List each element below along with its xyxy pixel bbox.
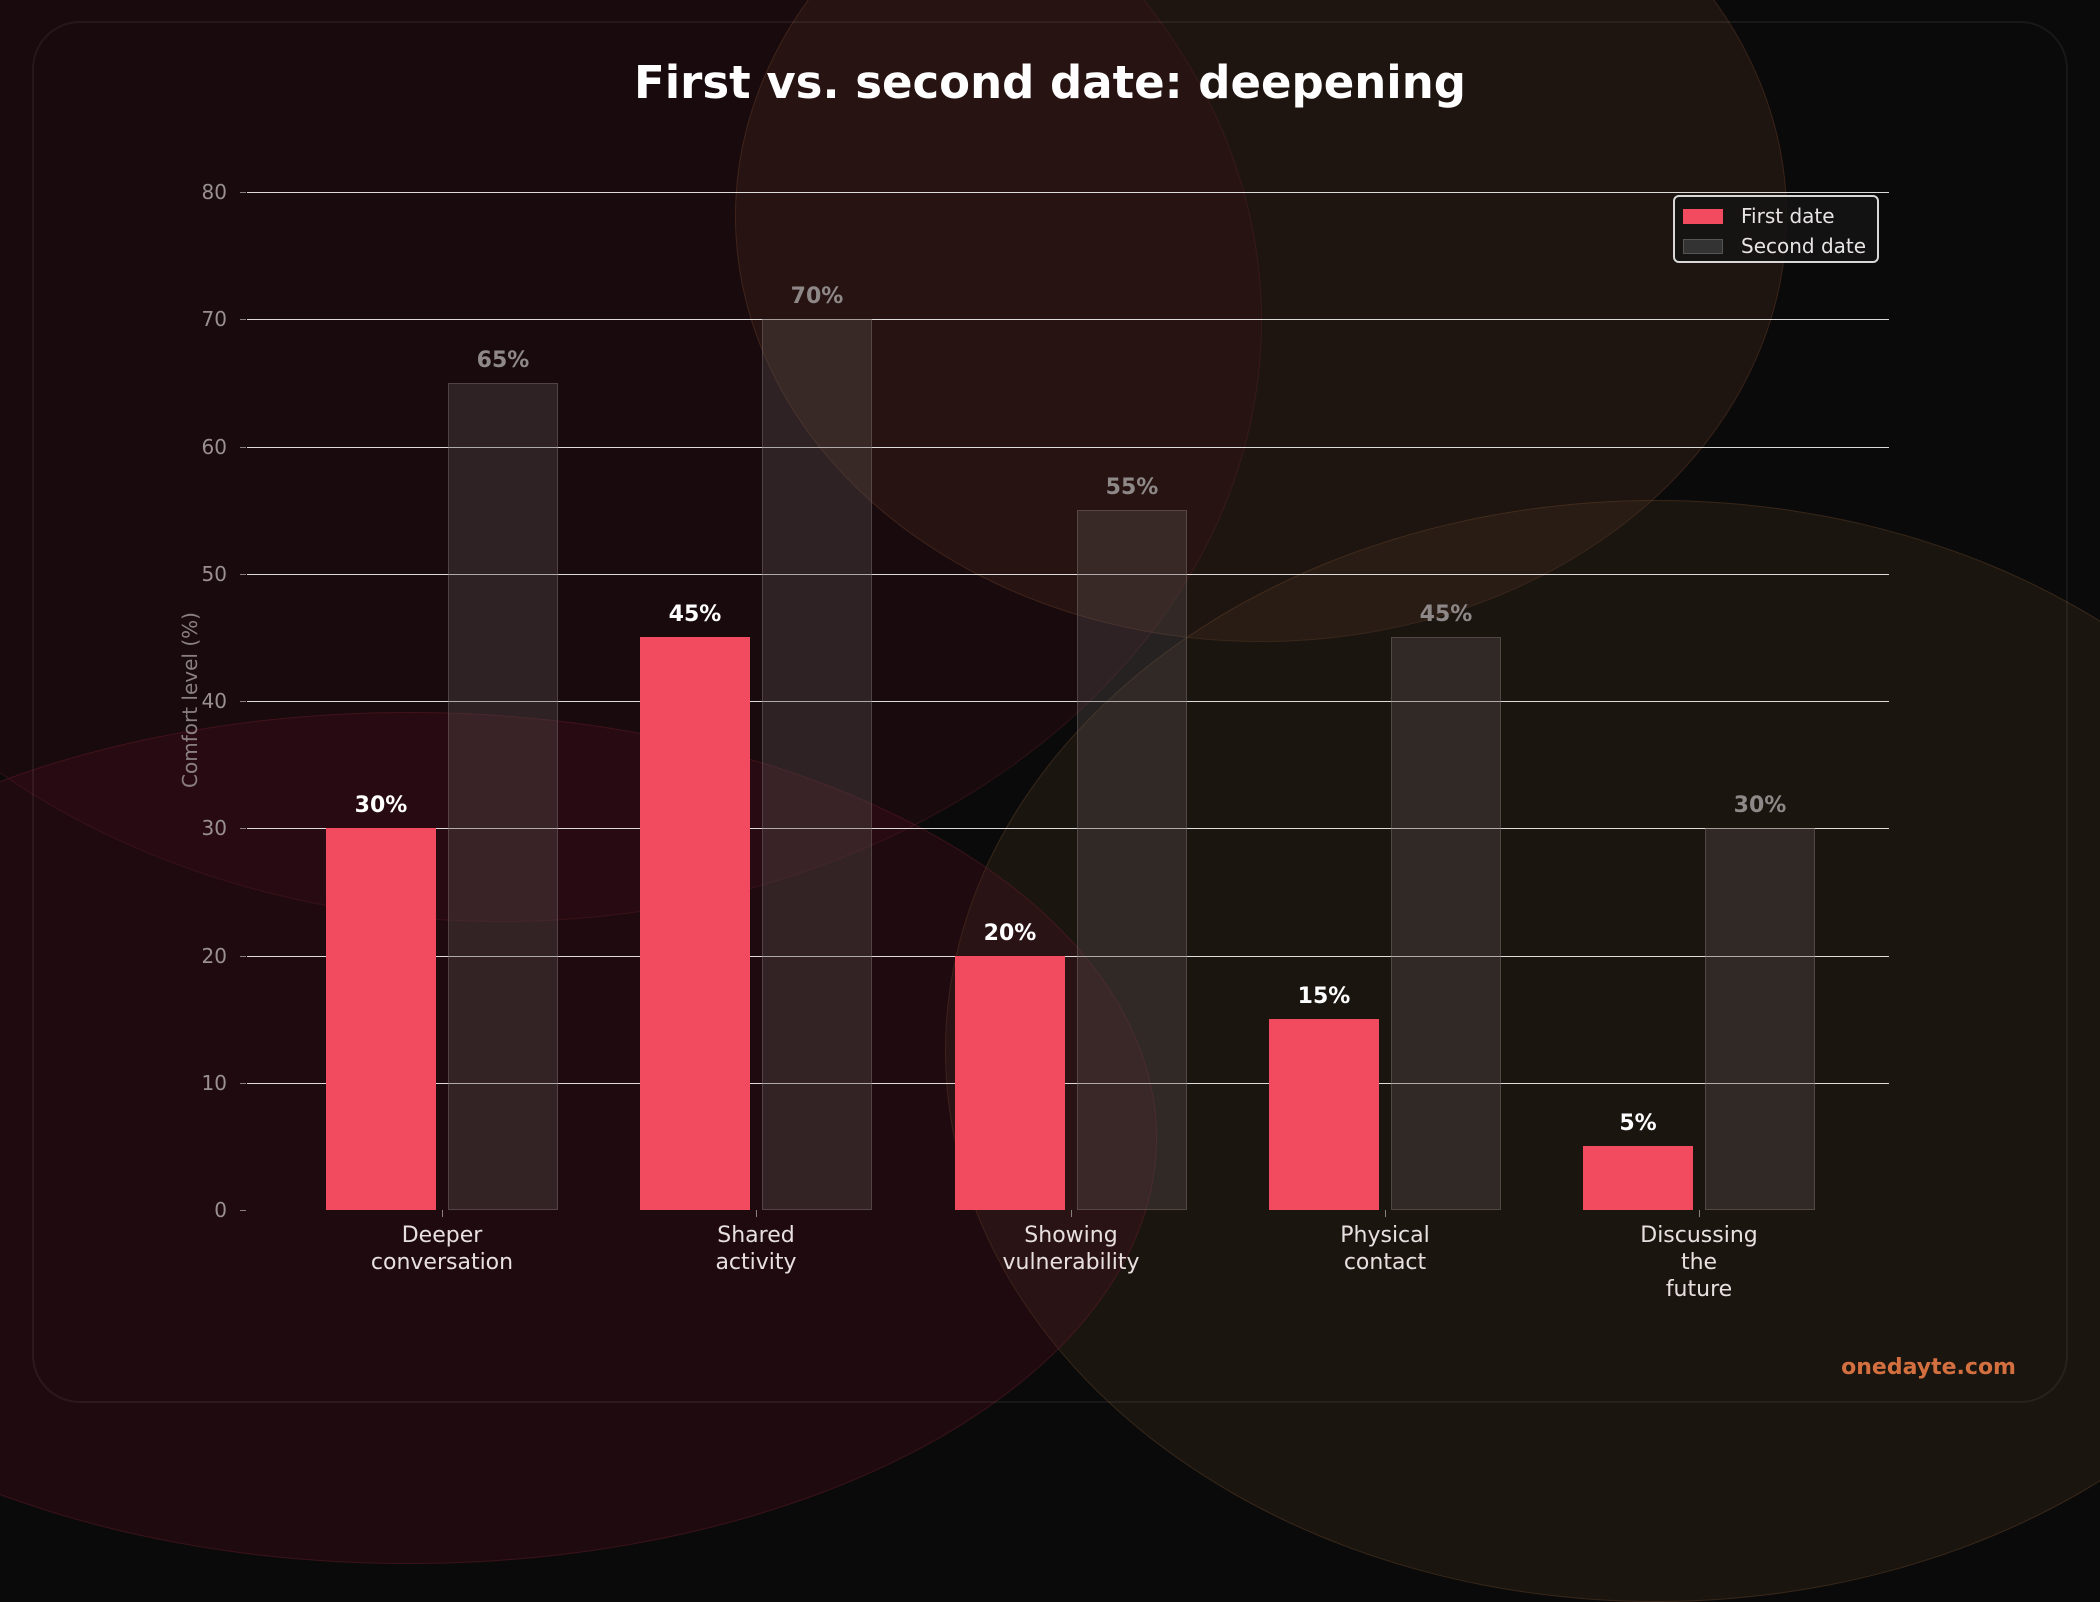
bar-value-label: 20% — [983, 920, 1037, 946]
y-tick-label: 40 — [201, 689, 227, 713]
bar-value-label: 45% — [1419, 602, 1473, 628]
legend-label-first: First date — [1741, 204, 1835, 228]
legend-item-second-date: Second date — [1683, 233, 1866, 259]
gridline — [247, 701, 1889, 702]
bar-value-label: 55% — [1105, 475, 1159, 501]
gridline — [247, 319, 1889, 321]
bar-second-date — [1705, 828, 1815, 1210]
x-tick-mark — [442, 1210, 443, 1217]
chart-card — [32, 21, 2068, 1403]
bar-first-date — [1583, 1146, 1693, 1210]
x-tick-label: Physical contact — [1340, 1223, 1430, 1275]
bar-value-label: 30% — [354, 793, 408, 819]
y-tick-mark — [240, 573, 246, 575]
y-tick-mark — [240, 1082, 246, 1084]
x-tick-mark — [756, 1210, 757, 1217]
y-tick-mark — [240, 446, 246, 448]
y-tick-mark — [240, 828, 246, 830]
gridline — [247, 446, 1889, 448]
bar-value-label: 15% — [1297, 984, 1351, 1010]
x-tick-mark — [1385, 1210, 1386, 1217]
bar-second-date — [762, 319, 872, 1210]
gridline — [247, 192, 1889, 193]
bar-second-date — [1391, 637, 1501, 1210]
y-tick-label: 60 — [201, 434, 227, 459]
bar-second-date — [448, 382, 558, 1210]
bar-value-label: 30% — [1733, 793, 1787, 819]
bar-first-date — [955, 955, 1065, 1210]
x-tick-label: Deeper conversation — [370, 1223, 514, 1275]
legend: First date Second date — [1673, 195, 1879, 263]
gridline — [247, 573, 1889, 575]
y-tick-label: 10 — [201, 1070, 227, 1095]
bar-value-label: 45% — [668, 602, 722, 628]
bar-value-label: 70% — [790, 284, 844, 310]
legend-item-first-date: First date — [1683, 203, 1835, 229]
y-tick-label: 0 — [214, 1198, 227, 1222]
y-tick-mark — [240, 955, 246, 957]
watermark: onedayte.com — [1841, 1355, 2016, 1380]
chart-title: First vs. second date: deepening — [634, 56, 1466, 109]
y-tick-label: 80 — [201, 180, 227, 204]
x-tick-label: Discussing the future — [1640, 1223, 1758, 1302]
legend-label-second: Second date — [1741, 234, 1867, 258]
y-tick-label: 50 — [201, 561, 227, 586]
gridline — [247, 955, 1889, 957]
gridline — [247, 1082, 1889, 1084]
bar-first-date — [640, 637, 750, 1210]
y-tick-mark — [240, 1210, 246, 1211]
bar-value-label: 5% — [1619, 1111, 1657, 1137]
bar-first-date — [1269, 1019, 1379, 1210]
legend-swatch-second — [1683, 238, 1723, 254]
y-tick-mark — [240, 701, 246, 702]
x-tick-label: Shared activity — [715, 1223, 797, 1275]
y-tick-label: 70 — [201, 307, 227, 332]
bar-first-date — [326, 828, 436, 1210]
x-tick-mark — [1699, 1210, 1700, 1217]
y-tick-label: 20 — [201, 943, 227, 968]
y-tick-mark — [240, 319, 246, 321]
y-tick-mark — [240, 192, 246, 193]
plot-area: 30% 65% 45% 70% 20% 55% 15% 45% 5% 30% — [247, 192, 1889, 1210]
y-tick-label: 30 — [201, 816, 227, 841]
legend-swatch-first — [1683, 208, 1723, 224]
bar-value-label: 65% — [476, 347, 530, 373]
gridline — [247, 828, 1889, 830]
x-tick-label: Showing vulnerability — [1002, 1223, 1140, 1275]
x-tick-mark — [1071, 1210, 1072, 1217]
bar-second-date — [1077, 510, 1187, 1210]
